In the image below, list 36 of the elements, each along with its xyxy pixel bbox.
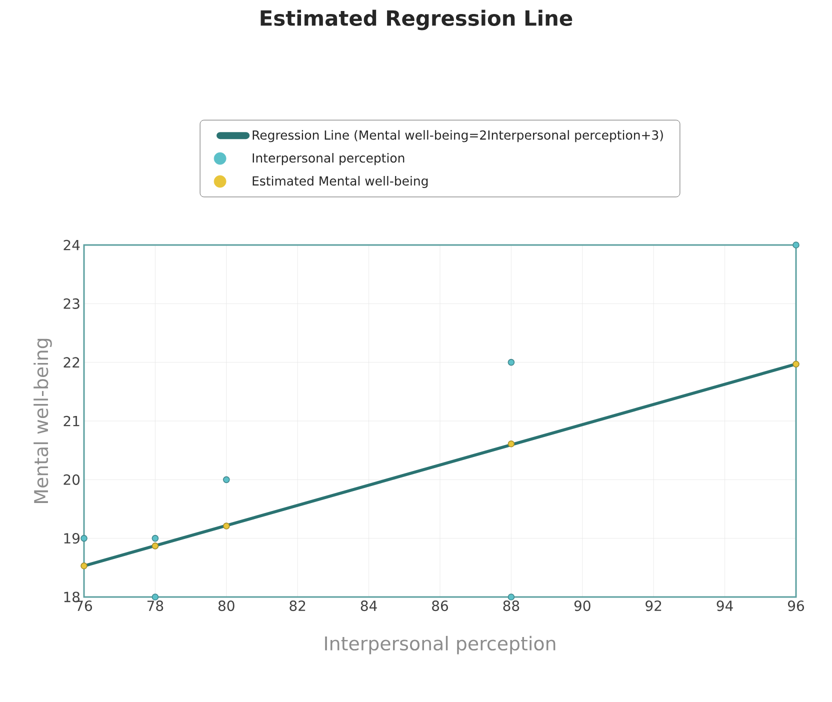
point [80,562,88,570]
point [792,242,800,248]
legend-label: Regression Line (Mental well-being=2Interpersonal perception+3) [252,130,663,142]
y-tick-label: 21 [64,416,80,426]
x-tick-label: 76 [76,600,92,612]
y-tick-label: 19 [64,533,80,544]
point [152,534,159,542]
point [508,594,515,600]
x-tick-label: 92 [646,600,662,612]
y-axis-title: Mental well-being [34,338,52,503]
point [792,360,800,368]
point [152,594,159,600]
x-tick-label: 80 [218,600,234,612]
y-tick-label: 22 [64,357,80,368]
y-tick-label: 24 [64,240,80,250]
point [223,522,230,530]
point [80,534,88,542]
chart-title: Estimated Regression Line [260,10,572,30]
point [508,440,515,448]
y-tick-label: 20 [64,474,80,485]
x-tick-label: 88 [503,600,520,612]
point [223,476,230,484]
x-tick-label: 84 [360,600,377,612]
y-tick-label: 23 [64,298,80,309]
x-axis-title: Interpersonal perception [325,636,556,654]
x-tick-label: 94 [716,600,733,612]
x-tick-label: 90 [574,600,590,612]
x-tick-label: 78 [147,600,164,612]
x-tick-label: 96 [788,600,804,612]
point [508,358,515,366]
point [152,542,159,550]
y-tick-label: 18 [64,592,80,602]
x-tick-label: 82 [290,600,306,612]
legend-label: Interpersonal perception [252,153,404,166]
x-tick-label: 86 [432,600,448,612]
legend-label: Estimated Mental well-being [252,176,428,188]
